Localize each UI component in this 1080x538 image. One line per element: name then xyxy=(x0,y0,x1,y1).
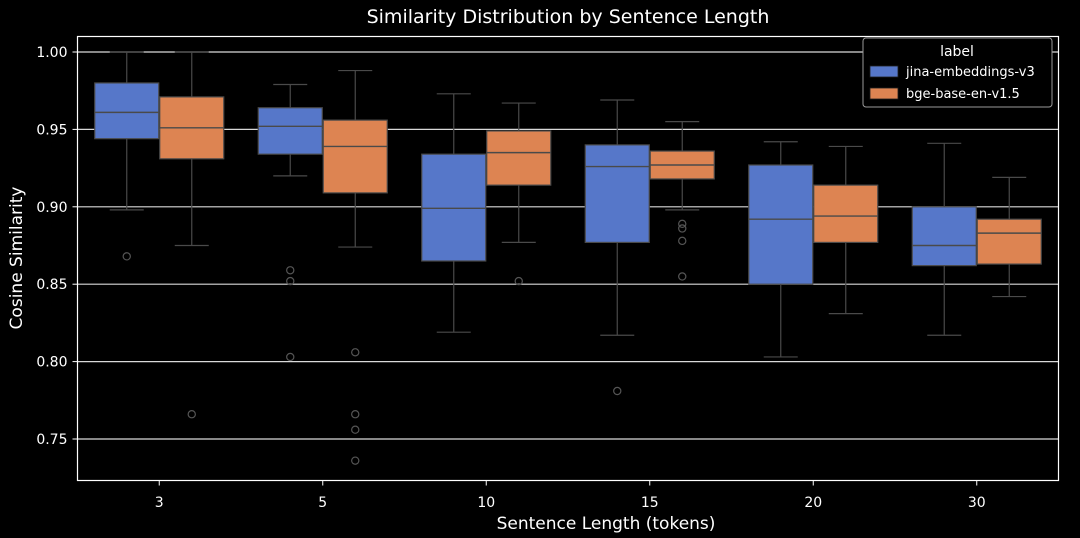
outlier-point xyxy=(351,456,360,465)
box-bge-base-en-v1.5-30 xyxy=(976,176,1042,298)
x-tick-label: 5 xyxy=(318,495,327,511)
x-tick-label: 10 xyxy=(477,495,495,511)
legend-title: label xyxy=(940,44,974,60)
plot-frame xyxy=(76,35,1060,482)
box-jina-embeddings-v3-3 xyxy=(94,51,160,261)
box-bge-base-en-v1.5-3 xyxy=(159,51,225,419)
outlier-point xyxy=(678,272,687,281)
box-jina-embeddings-v3-20 xyxy=(748,141,814,358)
box-iqr xyxy=(257,107,323,155)
box-jina-embeddings-v3-30 xyxy=(911,142,977,336)
y-tick-label: 0.80 xyxy=(36,355,67,371)
outlier-point xyxy=(286,352,295,362)
box-iqr xyxy=(486,130,552,186)
outlier-point xyxy=(286,276,295,286)
box-jina-embeddings-v3-15 xyxy=(584,99,650,396)
chart-title: Similarity Distribution by Sentence Leng… xyxy=(367,6,770,28)
box-iqr xyxy=(94,82,160,140)
box-bge-base-en-v1.5-15 xyxy=(649,121,715,281)
box-iqr xyxy=(421,153,487,262)
y-tick-label: 0.85 xyxy=(36,277,67,293)
y-axis-label: Cosine Similarity xyxy=(7,187,27,330)
x-tick-label: 15 xyxy=(641,495,659,511)
grid-lines xyxy=(77,51,1059,440)
x-tick-label: 20 xyxy=(804,495,822,511)
box-jina-embeddings-v3-10 xyxy=(421,93,487,333)
box-bge-base-en-v1.5-20 xyxy=(813,145,879,315)
y-tick-label: 0.95 xyxy=(36,122,67,138)
box-iqr xyxy=(584,144,650,244)
x-tick-label: 3 xyxy=(155,495,164,511)
legend-label-jina: jina-embeddings-v3 xyxy=(905,65,1035,80)
legend: label jina-embeddings-v3 bge-base-en-v1.… xyxy=(862,37,1053,108)
legend-label-bge: bge-base-en-v1.5 xyxy=(906,87,1020,102)
y-tick-labels: 0.75 0.80 0.85 0.90 0.95 1.00 xyxy=(36,45,78,448)
box-jina-embeddings-v3-5 xyxy=(257,83,323,362)
legend-swatch-jina xyxy=(869,65,899,78)
outlier-point xyxy=(122,252,131,261)
box-iqr xyxy=(976,218,1042,265)
legend-frame xyxy=(862,37,1053,108)
outlier-point xyxy=(678,224,687,233)
outlier-point xyxy=(351,425,360,434)
outlier-point xyxy=(286,266,295,275)
outlier-point xyxy=(613,386,622,396)
outlier-point xyxy=(678,236,687,246)
x-axis-label: Sentence Length (tokens) xyxy=(497,514,716,534)
y-tick-label: 1.00 xyxy=(36,45,67,61)
box-iqr xyxy=(748,164,814,285)
boxes xyxy=(94,51,1042,465)
y-tick-label: 0.75 xyxy=(36,432,67,448)
box-bge-base-en-v1.5-10 xyxy=(486,102,552,286)
x-tick-label: 30 xyxy=(968,495,986,511)
box-bge-base-en-v1.5-5 xyxy=(322,69,388,465)
outlier-point xyxy=(514,276,523,286)
outlier-point xyxy=(187,410,196,419)
box-iqr xyxy=(322,119,388,194)
box-iqr xyxy=(911,206,977,267)
y-tick-label: 0.90 xyxy=(36,200,67,216)
outlier-point xyxy=(351,410,360,419)
outlier-point xyxy=(678,219,687,229)
outlier-point xyxy=(351,348,360,357)
x-tick-labels: 3 5 10 15 20 30 xyxy=(155,480,986,511)
box-iqr xyxy=(813,184,879,244)
legend-swatch-bge xyxy=(869,87,899,100)
